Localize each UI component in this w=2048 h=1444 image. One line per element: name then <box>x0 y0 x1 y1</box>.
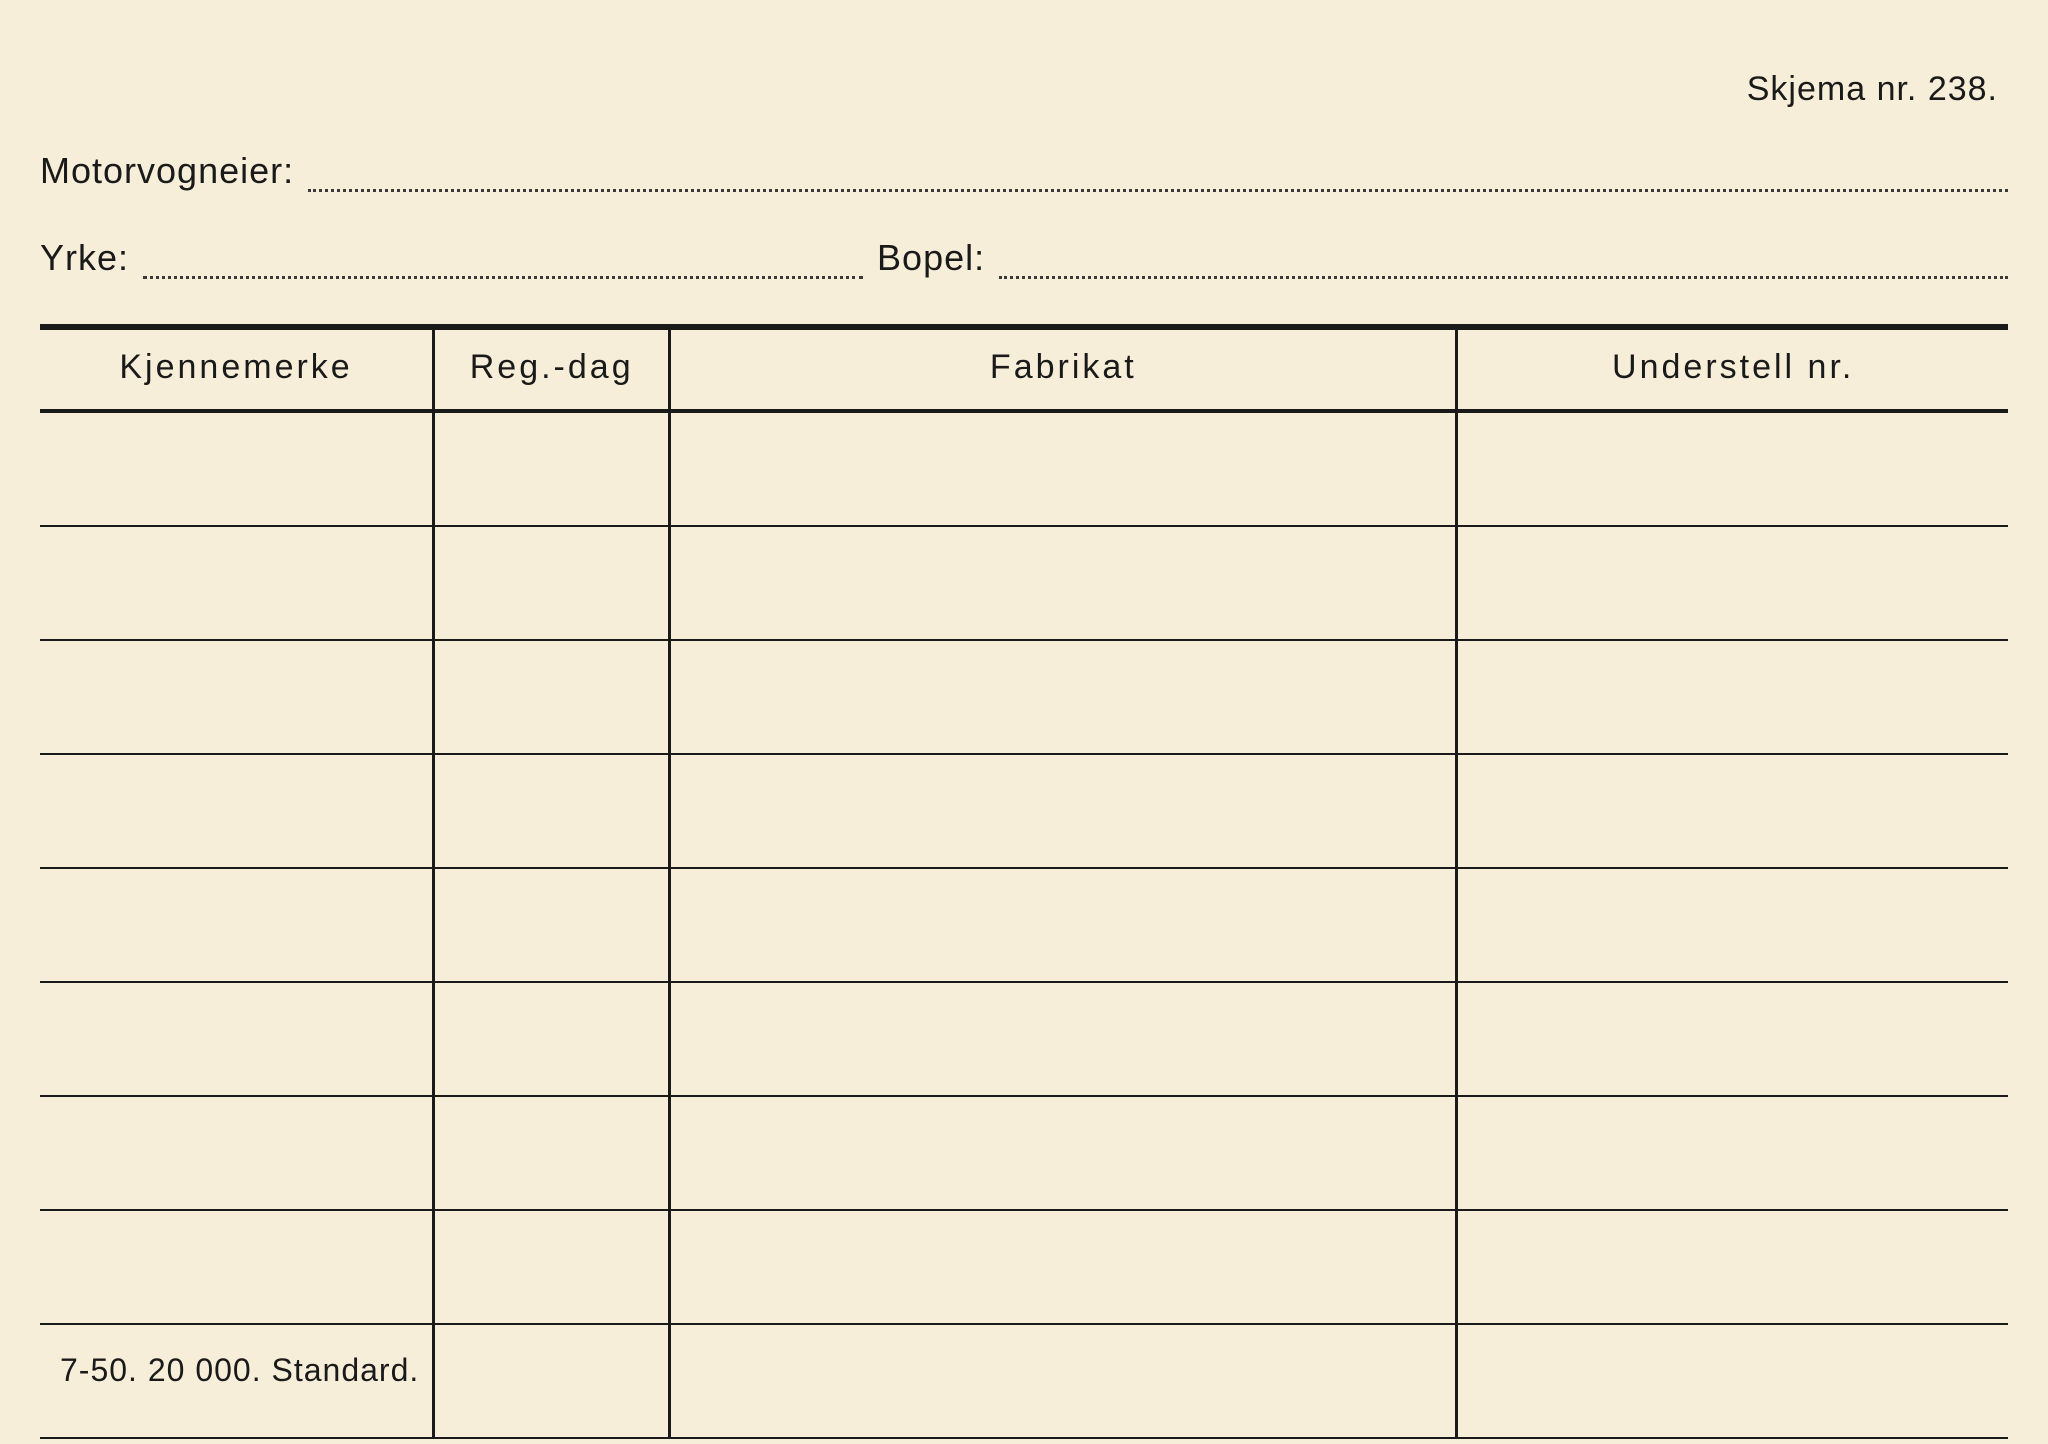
table-cell[interactable] <box>670 640 1457 754</box>
table-cell[interactable] <box>1457 526 2008 640</box>
col-header-2: Fabrikat <box>670 327 1457 411</box>
occupation-value-line[interactable] <box>143 240 863 279</box>
table-body <box>40 411 2008 1438</box>
residence-label: Bopel: <box>863 237 999 279</box>
table-cell[interactable] <box>40 982 434 1096</box>
table-cell[interactable] <box>670 754 1457 868</box>
table-cell[interactable] <box>40 1210 434 1324</box>
table-cell[interactable] <box>434 1324 670 1438</box>
owner-field-row: Motorvogneier: <box>40 150 2008 192</box>
table-cell[interactable] <box>670 1210 1457 1324</box>
table-cell[interactable] <box>434 982 670 1096</box>
table-cell[interactable] <box>434 868 670 982</box>
col-header-3: Understell nr. <box>1457 327 2008 411</box>
table-cell[interactable] <box>434 640 670 754</box>
table-row <box>40 754 2008 868</box>
form-number: Skjema nr. 238. <box>1747 70 1998 109</box>
table-row <box>40 868 2008 982</box>
table-cell[interactable] <box>1457 1096 2008 1210</box>
table-row <box>40 640 2008 754</box>
table-cell[interactable] <box>670 982 1457 1096</box>
table-row <box>40 526 2008 640</box>
table-cell[interactable] <box>40 640 434 754</box>
occupation-residence-row: Yrke: Bopel: <box>40 237 2008 279</box>
table-cell[interactable] <box>670 1324 1457 1438</box>
table-cell[interactable] <box>434 1096 670 1210</box>
col-header-0: Kjennemerke <box>40 327 434 411</box>
table-cell[interactable] <box>40 411 434 526</box>
table-cell[interactable] <box>1457 640 2008 754</box>
table-row <box>40 1096 2008 1210</box>
table-cell[interactable] <box>1457 754 2008 868</box>
registration-table: KjennemerkeReg.-dagFabrikatUnderstell nr… <box>40 324 2008 1439</box>
table-header-row: KjennemerkeReg.-dagFabrikatUnderstell nr… <box>40 327 2008 411</box>
table-cell[interactable] <box>1457 411 2008 526</box>
owner-label: Motorvogneier: <box>40 150 308 192</box>
table-row <box>40 411 2008 526</box>
print-run-note: 7-50. 20 000. Standard. <box>60 1352 419 1389</box>
header-fields: Motorvogneier: Yrke: Bopel: <box>40 150 2008 279</box>
table-cell[interactable] <box>434 754 670 868</box>
form-card: Skjema nr. 238. Motorvogneier: Yrke: Bop… <box>0 0 2048 1444</box>
table-cell[interactable] <box>670 868 1457 982</box>
col-header-1: Reg.-dag <box>434 327 670 411</box>
table-cell[interactable] <box>1457 982 2008 1096</box>
table-head: KjennemerkeReg.-dagFabrikatUnderstell nr… <box>40 327 2008 411</box>
table-cell[interactable] <box>40 526 434 640</box>
table-cell[interactable] <box>1457 868 2008 982</box>
table-row <box>40 982 2008 1096</box>
table-cell[interactable] <box>670 526 1457 640</box>
table-cell[interactable] <box>670 1096 1457 1210</box>
residence-value-line[interactable] <box>999 240 2008 279</box>
table-row <box>40 1210 2008 1324</box>
table-cell[interactable] <box>670 411 1457 526</box>
table-cell[interactable] <box>434 1210 670 1324</box>
table-cell[interactable] <box>1457 1210 2008 1324</box>
table-cell[interactable] <box>40 868 434 982</box>
occupation-label: Yrke: <box>40 237 143 279</box>
table-cell[interactable] <box>434 526 670 640</box>
table-cell[interactable] <box>1457 1324 2008 1438</box>
owner-value-line[interactable] <box>308 153 2008 192</box>
table-cell[interactable] <box>434 411 670 526</box>
table-cell[interactable] <box>40 754 434 868</box>
table-cell[interactable] <box>40 1096 434 1210</box>
